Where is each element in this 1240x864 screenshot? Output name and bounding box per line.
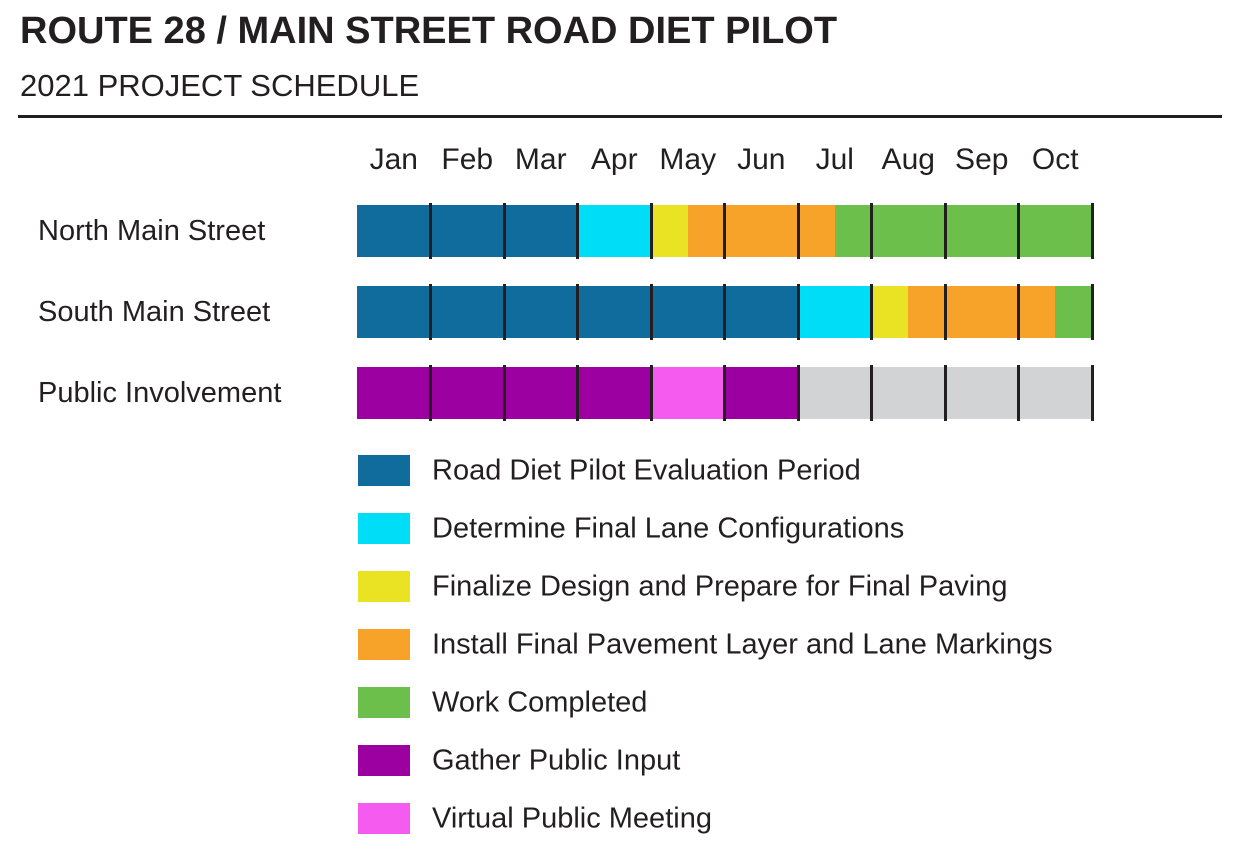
month-tick bbox=[502, 284, 506, 340]
legend-label: Virtual Public Meeting bbox=[432, 802, 712, 834]
bar-segment bbox=[798, 286, 872, 338]
month-tick bbox=[723, 284, 726, 340]
legend-label: Finalize Design and Prepare for Final Pa… bbox=[432, 570, 1008, 602]
month-tick bbox=[576, 203, 579, 259]
bar-segment bbox=[1055, 286, 1092, 338]
legend-swatch bbox=[358, 687, 410, 718]
month-tick bbox=[1090, 203, 1094, 259]
month-tick bbox=[723, 203, 726, 259]
month-tick bbox=[1090, 284, 1094, 340]
legend-label: Gather Public Input bbox=[432, 744, 681, 776]
legend-label: Road Diet Pilot Evaluation Period bbox=[432, 454, 861, 486]
month-tick bbox=[429, 365, 432, 421]
month-tick bbox=[649, 203, 653, 259]
legend-swatch bbox=[358, 455, 410, 486]
month-label-oct: Oct bbox=[1031, 143, 1079, 176]
month-tick bbox=[649, 284, 653, 340]
legend-swatch bbox=[358, 513, 410, 544]
month-tick bbox=[502, 203, 506, 259]
legend-swatch bbox=[358, 571, 410, 602]
month-label-apr: Apr bbox=[590, 143, 638, 176]
bar-segment bbox=[908, 286, 1056, 338]
bar-segment bbox=[651, 205, 688, 257]
title-divider bbox=[18, 115, 1222, 118]
month-tick bbox=[429, 203, 432, 259]
month-label-sep: Sep bbox=[955, 143, 1009, 176]
month-tick bbox=[796, 365, 800, 421]
legend-swatch bbox=[358, 745, 410, 776]
month-label-jul: Jul bbox=[815, 143, 854, 176]
month-tick bbox=[1090, 365, 1094, 421]
month-tick bbox=[943, 365, 947, 421]
month-tick bbox=[576, 284, 579, 340]
month-tick bbox=[429, 284, 432, 340]
month-label-mar: Mar bbox=[514, 143, 567, 176]
month-tick bbox=[1017, 203, 1020, 259]
month-label-jan: Jan bbox=[369, 143, 418, 176]
row-label: South Main Street bbox=[38, 295, 271, 328]
month-tick bbox=[870, 284, 873, 340]
bar-segment bbox=[651, 367, 725, 419]
bar-segment bbox=[577, 205, 651, 257]
bar-segment bbox=[834, 205, 1092, 257]
gantt-bar bbox=[357, 365, 1094, 421]
row-label: North Main Street bbox=[38, 214, 266, 247]
month-tick bbox=[870, 203, 873, 259]
legend-swatch bbox=[358, 803, 410, 834]
gantt-bar bbox=[357, 284, 1094, 340]
legend-swatch bbox=[358, 629, 410, 660]
month-label-feb: Feb bbox=[441, 143, 494, 176]
month-tick bbox=[576, 365, 579, 421]
page-title: ROUTE 28 / MAIN STREET ROAD DIET PILOT bbox=[20, 10, 838, 52]
month-tick bbox=[1017, 284, 1020, 340]
month-tick bbox=[502, 365, 506, 421]
month-tick bbox=[796, 203, 800, 259]
month-tick bbox=[649, 365, 653, 421]
legend-label: Work Completed bbox=[432, 686, 648, 718]
month-tick bbox=[796, 284, 800, 340]
month-tick bbox=[870, 365, 873, 421]
legend-label: Determine Final Lane Configurations bbox=[432, 512, 905, 544]
month-tick bbox=[723, 365, 726, 421]
month-tick bbox=[1017, 365, 1020, 421]
month-label-aug: Aug bbox=[881, 143, 935, 176]
bar-segment bbox=[687, 205, 835, 257]
month-label-may: May bbox=[659, 143, 717, 176]
gantt-bar bbox=[357, 203, 1094, 259]
month-label-jun: Jun bbox=[737, 143, 786, 176]
page-subtitle: 2021 PROJECT SCHEDULE bbox=[20, 68, 420, 103]
bar-segment bbox=[357, 205, 578, 257]
bar-segment bbox=[871, 286, 909, 338]
month-tick bbox=[943, 284, 947, 340]
row-label: Public Involvement bbox=[38, 376, 282, 409]
month-tick bbox=[943, 203, 947, 259]
legend-label: Install Final Pavement Layer and Lane Ma… bbox=[432, 628, 1053, 660]
bar-segment bbox=[724, 367, 798, 419]
